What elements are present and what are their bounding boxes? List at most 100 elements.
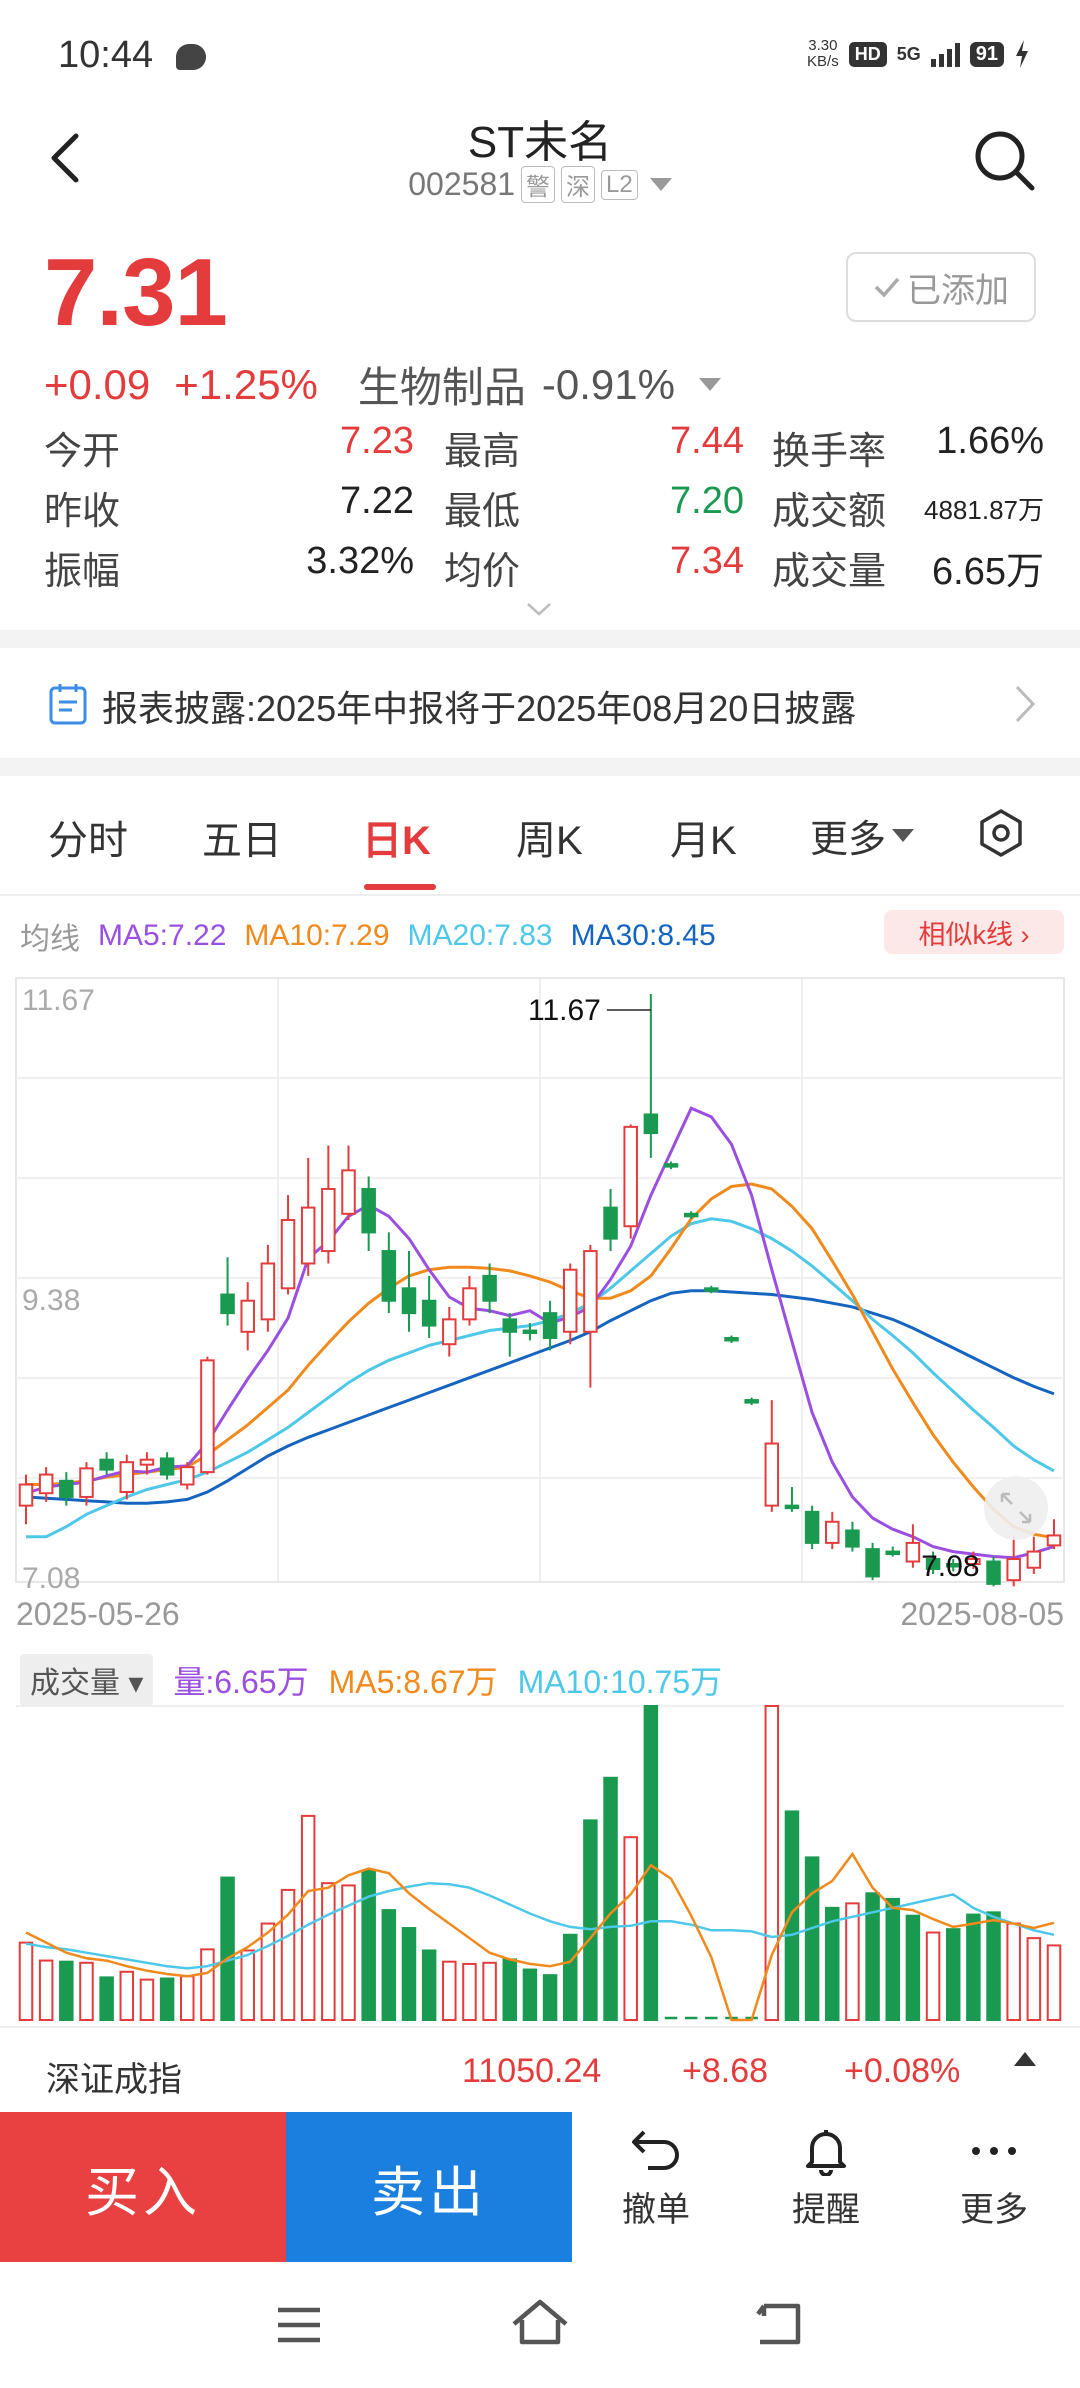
index-change: +8.68 [682, 2052, 769, 2090]
network-type: 5G [896, 43, 921, 64]
volume-bar [462, 1962, 477, 2021]
ma30-line [25, 1289, 1055, 1505]
candle-body [180, 1466, 195, 1486]
candle-body [119, 1461, 135, 1493]
fullscreen-button-bg [984, 1476, 1048, 1540]
volume-bar [180, 1975, 195, 2021]
volume-bar [986, 1911, 1001, 2021]
change-row: +0.09 +1.25% 生物制品 -0.91% [44, 354, 721, 415]
ma-legend: 均线 MA5:7.22 MA10:7.29 MA20:7.83 MA30:8.4… [20, 914, 716, 958]
candle-body [1046, 1534, 1062, 1547]
chevron-down-icon [649, 178, 672, 191]
volume-indicator-select[interactable]: 成交量 ▾ [20, 1654, 154, 1706]
volume-bar [623, 1836, 638, 2021]
volume-bar [280, 1888, 296, 2021]
current-price: 7.31 [44, 239, 228, 346]
volume-bar [603, 1776, 618, 2022]
volume-bar [341, 1884, 356, 2021]
candle-body [159, 1457, 175, 1476]
tab-monthly-k[interactable]: 月K [670, 819, 737, 863]
watchlist-added-button[interactable]: 已添加 [846, 252, 1036, 322]
alert-button[interactable]: 提醒 [756, 2126, 896, 2231]
volume-bar [885, 1897, 900, 2021]
status-bar: 10:44 3.30 KB/s HD 5G 91 [0, 0, 1080, 110]
buy-button[interactable]: 买入 [0, 2112, 286, 2262]
ma20-line [26, 1217, 1055, 1539]
menu-icon[interactable] [276, 2306, 322, 2344]
candle-body [724, 1336, 739, 1342]
bell-icon [806, 2130, 846, 2176]
index-value: 11050.24 [462, 2052, 602, 2090]
y-tick-label: 7.08 [22, 1562, 80, 1595]
exchange-tag: 深 [561, 166, 596, 203]
ma10-value: MA10:7.29 [244, 919, 390, 952]
report-notice[interactable]: 报表披露:2025年中报将于2025年08月20日披露 [0, 648, 1080, 758]
network-speed: 3.30 KB/s [807, 37, 839, 70]
candle-body [825, 1520, 840, 1544]
volume-bar [562, 1933, 578, 2021]
stock-code: 002581 [408, 166, 516, 202]
candle-body [401, 1287, 417, 1315]
volume-bar [381, 1909, 397, 2022]
tab-intraday[interactable]: 分时 [48, 819, 128, 863]
volume-bar [300, 1814, 316, 2022]
chevron-right-icon [1015, 685, 1036, 723]
back-icon[interactable] [46, 128, 86, 188]
more-button[interactable]: 更多 [924, 2126, 1064, 2231]
tab-daily-k[interactable]: 日K [362, 819, 431, 863]
sell-button[interactable]: 卖出 [286, 2112, 572, 2262]
volume-bar [1006, 1922, 1021, 2021]
volume-ma10-line [25, 1881, 1055, 1970]
candle-body [663, 1163, 679, 1168]
volume-bar [79, 1961, 94, 2021]
candle-body [280, 1219, 296, 1290]
index-ticker[interactable]: 深证成指 11050.24 +8.68 +0.08% [0, 2026, 1080, 2112]
volume-bar [966, 1913, 981, 2021]
cancel-order-button[interactable]: 撤单 [586, 2126, 726, 2231]
tab-weekly-k[interactable]: 周K [516, 819, 583, 863]
tab-more[interactable]: 更多 [810, 808, 915, 863]
volume-bar [99, 1976, 114, 2021]
search-icon[interactable] [972, 128, 1036, 192]
expand-up-icon[interactable] [1014, 2052, 1036, 2066]
ma-label: 均线 [20, 923, 80, 956]
chart-tabs: 分时 五日 日K 周K 月K 更多 [0, 776, 1080, 896]
volume-ma5: MA5:8.67万 [328, 1664, 498, 1700]
candle-body [945, 1563, 961, 1568]
candle-body [502, 1318, 518, 1333]
quote-stats: 今开 7.23 最高 7.44 换手率 1.66% 昨收 7.22 最低 7.2… [44, 420, 1044, 600]
volume-bar [905, 1914, 921, 2021]
charging-icon [1016, 40, 1028, 68]
home-icon[interactable] [510, 2298, 570, 2346]
volume-ma10: MA10:10.75万 [517, 1664, 723, 1700]
volume-bar [825, 1906, 840, 2022]
index-name: 深证成指 [46, 2061, 182, 2099]
settings-icon[interactable] [976, 808, 1026, 858]
candle-body [79, 1467, 94, 1498]
level2-tag: L2 [601, 169, 638, 200]
sector-name[interactable]: 生物制品 [357, 364, 526, 411]
sector-change: -0.91% [541, 360, 675, 408]
candle-body [623, 1125, 638, 1228]
stock-code-row[interactable]: 002581 警 深 L2 [0, 166, 1080, 203]
candle-body [200, 1359, 215, 1474]
similar-kline-button[interactable]: 相似k线 › [884, 910, 1064, 954]
system-nav-bar [0, 2262, 1080, 2388]
chevron-down-icon [892, 829, 915, 842]
chevron-down-icon[interactable] [699, 378, 721, 391]
volume-bar [260, 1922, 276, 2021]
volume-bar [845, 1902, 860, 2021]
candle-body [1006, 1558, 1021, 1582]
x-start-date: 2025-05-26 [16, 1596, 180, 1632]
tab-five-day[interactable]: 五日 [202, 819, 282, 863]
ma20-value: MA20:7.83 [407, 919, 553, 952]
candle-body [986, 1560, 1001, 1585]
kline-chart[interactable]: 11.67 9.38 7.08 11.67 7.08 [0, 960, 1080, 1600]
back-nav-icon[interactable] [754, 2302, 804, 2346]
volume-chart[interactable] [0, 1700, 1080, 2026]
expand-chevron-icon[interactable] [526, 602, 552, 616]
candle-body [300, 1206, 316, 1265]
y-tick-label: 11.67 [22, 984, 95, 1017]
volume-ma5-line [25, 1851, 1055, 2022]
volume-bar [945, 1928, 961, 2022]
